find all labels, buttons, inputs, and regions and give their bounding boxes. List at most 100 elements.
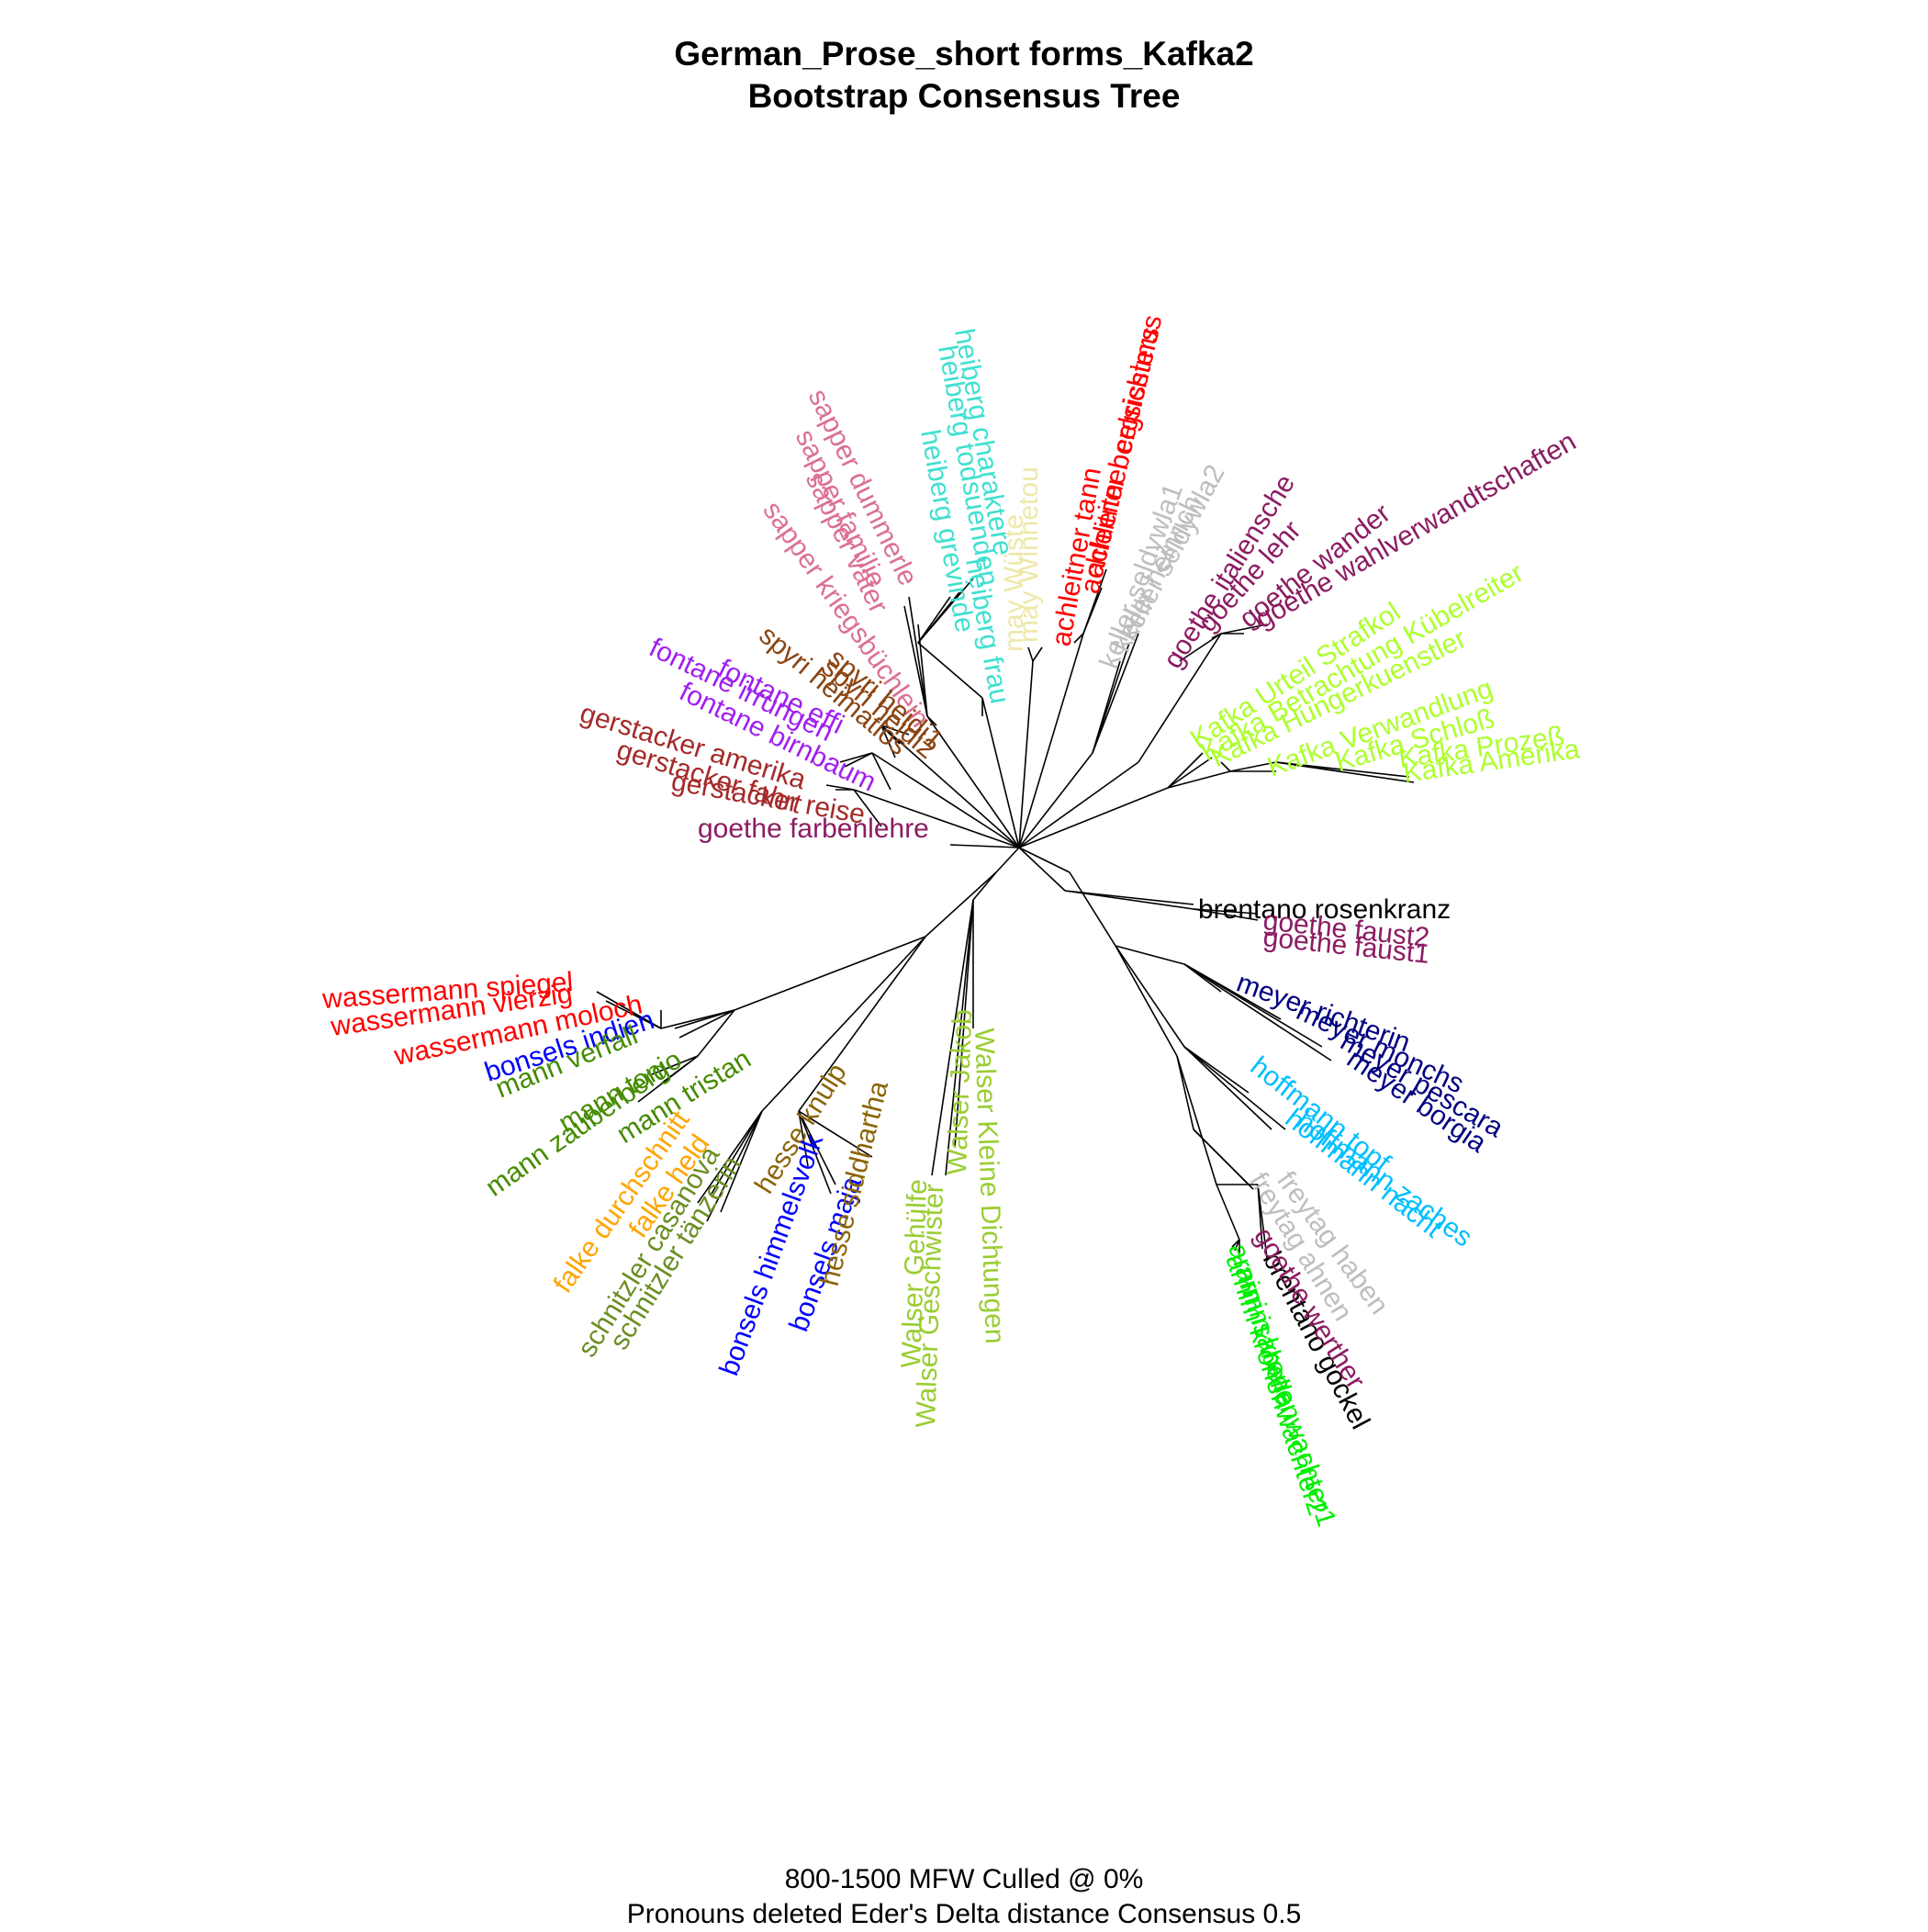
tree-leaf-branch [798, 1110, 836, 1185]
leaf-label: Walser Kleine Dichtungen [969, 1028, 1010, 1344]
tree-branch [1167, 770, 1231, 789]
tree-leaf-branch [917, 596, 951, 644]
tree-branch [1216, 1184, 1240, 1241]
tree-branch [1018, 787, 1169, 848]
tree-branch [761, 936, 926, 1112]
tree-leaf-branch [903, 605, 928, 717]
tree-branch [1176, 1055, 1194, 1130]
tree-leaf-branch [1234, 1239, 1240, 1252]
tree-leaf-branch [949, 844, 1020, 848]
tree-leaf-branch [945, 899, 974, 1176]
tree-branch [798, 936, 926, 1112]
tree-leaf-branch [844, 752, 873, 768]
tree-leaf-branch [711, 1110, 763, 1195]
tree-leaf-branch [1193, 908, 1259, 915]
tree-leaf-branch [798, 1110, 873, 1158]
tree-branch [925, 871, 997, 938]
tree-branch [734, 936, 926, 1011]
tree-branch [1018, 847, 1070, 873]
tree-branch [995, 847, 1020, 873]
tree-leaf-branch [1064, 890, 1194, 905]
tree-leaf-branch [678, 1009, 735, 1039]
tree-leaf-branch [1092, 633, 1139, 754]
tree-branch [1138, 633, 1222, 763]
tree-leaf-branch [637, 1055, 699, 1103]
tree-leaf-branch [871, 752, 891, 791]
leaf-label: meyer pescara [1336, 1026, 1509, 1143]
tree-leaf-branch [1275, 761, 1341, 772]
tree-branch [972, 871, 997, 901]
tree-branch [917, 642, 983, 699]
tree-leaf-branch [1183, 963, 1323, 1048]
tree-leaf-branch [880, 724, 901, 745]
chart-footer: 800-1500 MFW Culled @ 0% Pronouns delete… [0, 1862, 1928, 1932]
tree-branch [1115, 945, 1178, 1057]
leaf-label: Walser Jakob [942, 1009, 978, 1176]
title-line-2: Bootstrap Consensus Tree [747, 77, 1181, 115]
tree-branch [1176, 1055, 1217, 1185]
tree-branch [1115, 945, 1185, 965]
tree-branch [1229, 761, 1277, 772]
tree-leaf-branch [674, 1009, 735, 1029]
tree-branch [1018, 761, 1139, 848]
tree-leaf-branch [1183, 1046, 1250, 1094]
leaf-label: brentano rosenkranz [1198, 894, 1451, 925]
tree-leaf-branch [605, 1000, 662, 1029]
tree-branch [880, 724, 1020, 848]
tree-leaf-branch [1257, 1184, 1263, 1250]
tree-branch [853, 789, 1020, 848]
leaf-label: may Winnetou [1014, 466, 1044, 643]
title-line-1: German_Prose_short forms_Kafka2 [674, 35, 1254, 73]
tree-branch [697, 1009, 735, 1057]
tree-leaf-branch [651, 1055, 699, 1075]
leaf-label: Walser Gehülfe [896, 1179, 933, 1369]
tree-leaf-branch [1193, 1129, 1254, 1190]
tree-leaf-branch [1193, 908, 1259, 921]
tree-branch [1115, 945, 1185, 1048]
tree-leaf-branch [1183, 1046, 1272, 1130]
footer-line-2: Pronouns deleted Eder's Delta distance C… [626, 1899, 1302, 1929]
tree-branch [1069, 871, 1116, 947]
tree-leaf-branch [798, 1110, 809, 1167]
tree-branch [1018, 847, 1066, 892]
tree-leaf-branch [1073, 633, 1084, 644]
tree-leaf-branch [1179, 633, 1222, 662]
leaf-label: goethe farbenlehre [698, 814, 929, 844]
tree-leaf-branch [880, 724, 910, 736]
tree-branch [1064, 890, 1194, 910]
tree-leaf-branch [798, 1110, 832, 1195]
tree-leaf-branch [931, 899, 974, 1176]
tree-branch [1018, 633, 1084, 848]
tree-leaf-branch [1027, 646, 1034, 662]
tree-edges [596, 568, 1415, 1259]
tree-branch [981, 697, 1020, 848]
tree-leaf-branch [706, 1110, 763, 1222]
tree-leaf-branch [1220, 761, 1231, 772]
chart-title: German_Prose_short forms_Kafka2 Bootstra… [0, 33, 1928, 118]
tree-leaf-branch [825, 784, 855, 791]
tree-leaf-branch [839, 752, 873, 763]
leaf-label: may Wüste [999, 514, 1029, 652]
tree-leaf-branch [853, 789, 882, 827]
tree-leaf-branch [720, 1110, 763, 1213]
tree-leaf-branch [926, 715, 937, 726]
tree-leaf-branch [908, 596, 928, 717]
tree-branch [1018, 660, 1034, 848]
tree-leaf-branch [697, 1110, 763, 1204]
tree-leaf-branch [880, 724, 896, 758]
tree-leaf-branch [917, 591, 960, 644]
tree-leaf-branch [1167, 752, 1204, 789]
tree-branch [926, 715, 1020, 848]
footer-line-1: 800-1500 MFW Culled @ 0% [784, 1864, 1144, 1894]
tree-leaf-branch [954, 899, 974, 1149]
tree-leaf-branch [1167, 757, 1213, 789]
tree-branch [871, 752, 1020, 848]
tree-leaf-branch [1183, 1046, 1286, 1130]
tree-leaf-branch [1220, 623, 1268, 635]
tree-leaf-branch [1082, 587, 1103, 635]
tree-leaf-branch [1032, 646, 1043, 662]
tree-leaf-branch [1183, 963, 1332, 1061]
tree-leaf-branch [1092, 660, 1121, 754]
